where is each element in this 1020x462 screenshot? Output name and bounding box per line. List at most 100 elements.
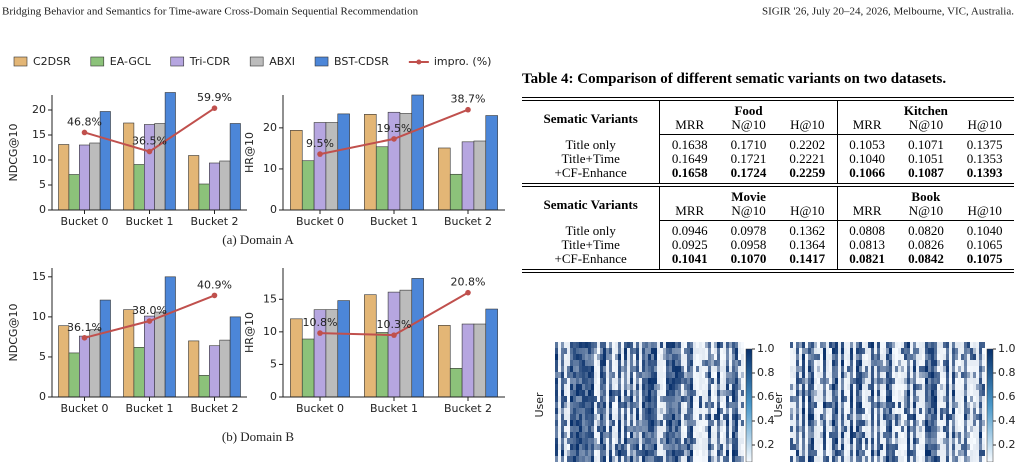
heatmap-cell — [796, 402, 799, 408]
heatmap-cell — [702, 384, 705, 390]
heatmap-cell — [919, 366, 922, 372]
heatmap-cell — [606, 348, 609, 354]
heatmap-cell — [660, 414, 663, 420]
heatmap-cell — [862, 414, 865, 420]
heatmap-cell — [925, 444, 928, 450]
heatmap-cell — [717, 396, 720, 402]
heatmap-cell — [814, 438, 817, 444]
heatmap-cell — [699, 366, 702, 372]
heatmap-cell — [946, 438, 949, 444]
bar — [198, 375, 210, 398]
heatmap-cell — [564, 450, 567, 456]
heatmap-cell — [696, 384, 699, 390]
heatmap-cell — [964, 420, 967, 426]
heatmap-cell — [576, 432, 579, 438]
heatmap-cell — [871, 456, 874, 462]
heatmap-cell — [693, 438, 696, 444]
heatmap-cell — [723, 456, 726, 462]
x-tick-label: Bucket 0 — [296, 215, 344, 228]
heatmap-cell — [696, 390, 699, 396]
heatmap-cell — [696, 444, 699, 450]
heatmap-cell — [708, 378, 711, 384]
heatmap-cell — [886, 396, 889, 402]
heatmap-cell — [732, 366, 735, 372]
heatmap-cell — [735, 378, 738, 384]
heatmap-cell — [868, 396, 871, 402]
heatmap-cell — [949, 390, 952, 396]
heatmap-cell — [672, 366, 675, 372]
heatmap-cell — [859, 378, 862, 384]
heatmap-cell — [967, 414, 970, 420]
heatmap-cell — [814, 366, 817, 372]
subheader-row: MRR N@10 H@10 MRR N@10 H@10 — [522, 204, 1014, 221]
heatmap-cell — [895, 390, 898, 396]
heatmap-cell — [910, 402, 913, 408]
heatmap-cell — [838, 360, 841, 366]
heatmap-cell — [832, 354, 835, 360]
heatmap-cell — [790, 390, 793, 396]
heatmap-cell — [976, 426, 979, 432]
heatmap-cell — [687, 378, 690, 384]
heatmap-cell — [642, 396, 645, 402]
heatmap-cell — [937, 432, 940, 438]
heatmap-cell — [850, 390, 853, 396]
heatmap-cell — [732, 444, 735, 450]
heatmap-cell — [856, 450, 859, 456]
heatmap-cell — [615, 366, 618, 372]
heatmap-cell — [597, 426, 600, 432]
heatmap-cell — [618, 384, 621, 390]
improvement-point — [81, 129, 88, 136]
heatmap-cell — [567, 444, 570, 450]
heatmap-cell — [901, 408, 904, 414]
heatmap-cell — [699, 444, 702, 450]
heatmap-cell — [672, 438, 675, 444]
heatmap-cell — [979, 354, 982, 360]
heatmap-cell — [555, 342, 558, 348]
heatmap-cell — [579, 384, 582, 390]
heatmap-cell — [850, 408, 853, 414]
heatmap-cell — [666, 366, 669, 372]
heatmap-cell — [642, 342, 645, 348]
heatmap-cell — [651, 390, 654, 396]
heatmap-cell — [856, 438, 859, 444]
heatmap-cell — [829, 420, 832, 426]
heatmap-cell — [823, 390, 826, 396]
heatmap-cell — [832, 432, 835, 438]
heatmap-cell — [823, 456, 826, 462]
heatmap-cell — [880, 378, 883, 384]
heatmap-cell — [910, 450, 913, 456]
heatmap-cell — [805, 444, 808, 450]
heatmap-cell — [564, 408, 567, 414]
heatmap-cell — [955, 450, 958, 456]
heatmap-cell — [654, 390, 657, 396]
heatmap-cell — [645, 354, 648, 360]
heatmap-cell — [741, 366, 744, 372]
heatmap-cell — [913, 426, 916, 432]
heatmap-cell — [961, 360, 964, 366]
heatmap-cell — [853, 378, 856, 384]
heatmap-cell — [961, 438, 964, 444]
heatmap-cell — [585, 450, 588, 456]
heatmap-cell — [630, 378, 633, 384]
bar — [364, 294, 377, 398]
heatmap-cell — [594, 354, 597, 360]
heatmap-cell — [582, 396, 585, 402]
heatmap-cell — [561, 438, 564, 444]
heatmap-cell — [645, 390, 648, 396]
heatmap-cell — [931, 414, 934, 420]
heatmap-cell — [660, 372, 663, 378]
heatmap-cell — [874, 354, 877, 360]
heatmap-cell — [964, 372, 967, 378]
heatmap-cell — [555, 438, 558, 444]
heatmap-cell — [573, 384, 576, 390]
heatmap-cell — [937, 444, 940, 450]
bar — [375, 332, 389, 398]
heatmap-cell — [576, 426, 579, 432]
heatmap-cell — [609, 396, 612, 402]
heatmap-cell — [573, 396, 576, 402]
heatmap-cell — [642, 384, 645, 390]
heatmap-cell — [844, 444, 847, 450]
heatmap-cell — [732, 414, 735, 420]
heatmap-cell — [561, 450, 564, 456]
heatmap-cell — [910, 360, 913, 366]
